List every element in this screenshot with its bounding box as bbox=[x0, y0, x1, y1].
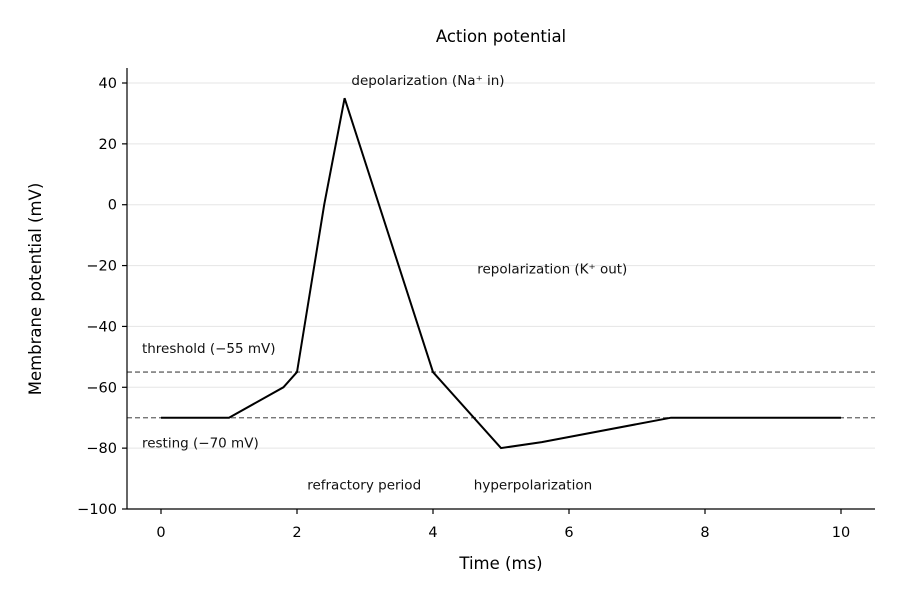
annotation-text: hyperpolarization bbox=[474, 478, 592, 494]
y-tick-label: 20 bbox=[99, 137, 117, 153]
axes bbox=[126, 68, 875, 510]
y-tick-label: 40 bbox=[99, 76, 117, 92]
x-axis-label: Time (ms) bbox=[458, 554, 542, 573]
annotation-text: refractory period bbox=[307, 478, 421, 494]
chart-title: Action potential bbox=[436, 27, 566, 46]
x-tick-label: 0 bbox=[156, 525, 165, 541]
reference-line-label: resting (−70 mV) bbox=[142, 436, 259, 452]
reference-line-label: threshold (−55 mV) bbox=[142, 341, 276, 357]
reference-lines bbox=[127, 371, 875, 419]
y-tick-label: −80 bbox=[86, 441, 117, 457]
membrane-potential-trace bbox=[161, 97, 841, 450]
x-tick-label: 6 bbox=[564, 525, 573, 541]
x-tick-label: 8 bbox=[700, 525, 709, 541]
y-tick-label: −40 bbox=[86, 319, 117, 335]
annotations: threshold (−55 mV) resting (−70 mV) depola… bbox=[142, 73, 627, 494]
y-tick-label: −100 bbox=[77, 502, 117, 518]
grid-lines bbox=[127, 82, 875, 510]
annotation-text: depolarization (Na⁺ in) bbox=[351, 73, 504, 89]
x-ticks: 0 2 4 6 8 10 bbox=[156, 509, 850, 541]
y-tick-label: −20 bbox=[86, 259, 117, 275]
y-axis-label: Membrane potential (mV) bbox=[26, 183, 45, 396]
x-tick-label: 4 bbox=[428, 525, 437, 541]
annotation-text: repolarization (K⁺ out) bbox=[477, 262, 627, 278]
x-tick-label: 10 bbox=[832, 525, 850, 541]
y-tick-label: 0 bbox=[108, 198, 117, 214]
y-ticks: 40 20 0 −20 −40 −60 −80 −100 bbox=[77, 76, 127, 518]
x-tick-label: 2 bbox=[292, 525, 301, 541]
y-tick-label: −60 bbox=[86, 380, 117, 396]
